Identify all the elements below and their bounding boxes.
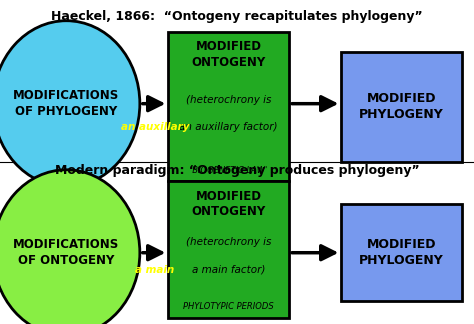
Text: PHYLOTYPIC PERIODS: PHYLOTYPIC PERIODS (183, 302, 274, 311)
Text: MODIFICATIONS
OF ONTOGENY: MODIFICATIONS OF ONTOGENY (13, 238, 119, 267)
Text: Haeckel, 1866:  “Ontogeny recapitulates phylogeny”: Haeckel, 1866: “Ontogeny recapitulates p… (51, 10, 423, 23)
Text: a main factor): a main factor) (192, 264, 265, 274)
Text: (heterochrony is: (heterochrony is (186, 237, 272, 247)
Text: an auxillary: an auxillary (120, 122, 189, 133)
FancyBboxPatch shape (341, 204, 462, 301)
Text: MODIFICATIONS
OF PHYLOGENY: MODIFICATIONS OF PHYLOGENY (13, 89, 119, 118)
Text: MODIFIED
ONTOGENY: MODIFIED ONTOGENY (191, 40, 266, 68)
FancyBboxPatch shape (168, 181, 289, 318)
Text: an auxillary factor): an auxillary factor) (180, 122, 278, 133)
Text: (heterochrony is: (heterochrony is (186, 95, 272, 105)
Ellipse shape (0, 170, 140, 324)
Text: MODIFIED
ONTOGENY: MODIFIED ONTOGENY (191, 190, 266, 217)
Ellipse shape (0, 21, 140, 187)
Text: MODIFIED
PHYLOGENY: MODIFIED PHYLOGENY (359, 238, 444, 267)
Text: 'BIOGENETIC LAW': 'BIOGENETIC LAW' (190, 166, 267, 175)
Text: MODIFIED
PHYLOGENY: MODIFIED PHYLOGENY (359, 92, 444, 122)
FancyBboxPatch shape (168, 32, 289, 181)
FancyBboxPatch shape (341, 52, 462, 162)
Text: Modern paradigm: “Ontogeny produces phylogeny”: Modern paradigm: “Ontogeny produces phyl… (55, 164, 419, 177)
Text: a main: a main (135, 264, 174, 274)
